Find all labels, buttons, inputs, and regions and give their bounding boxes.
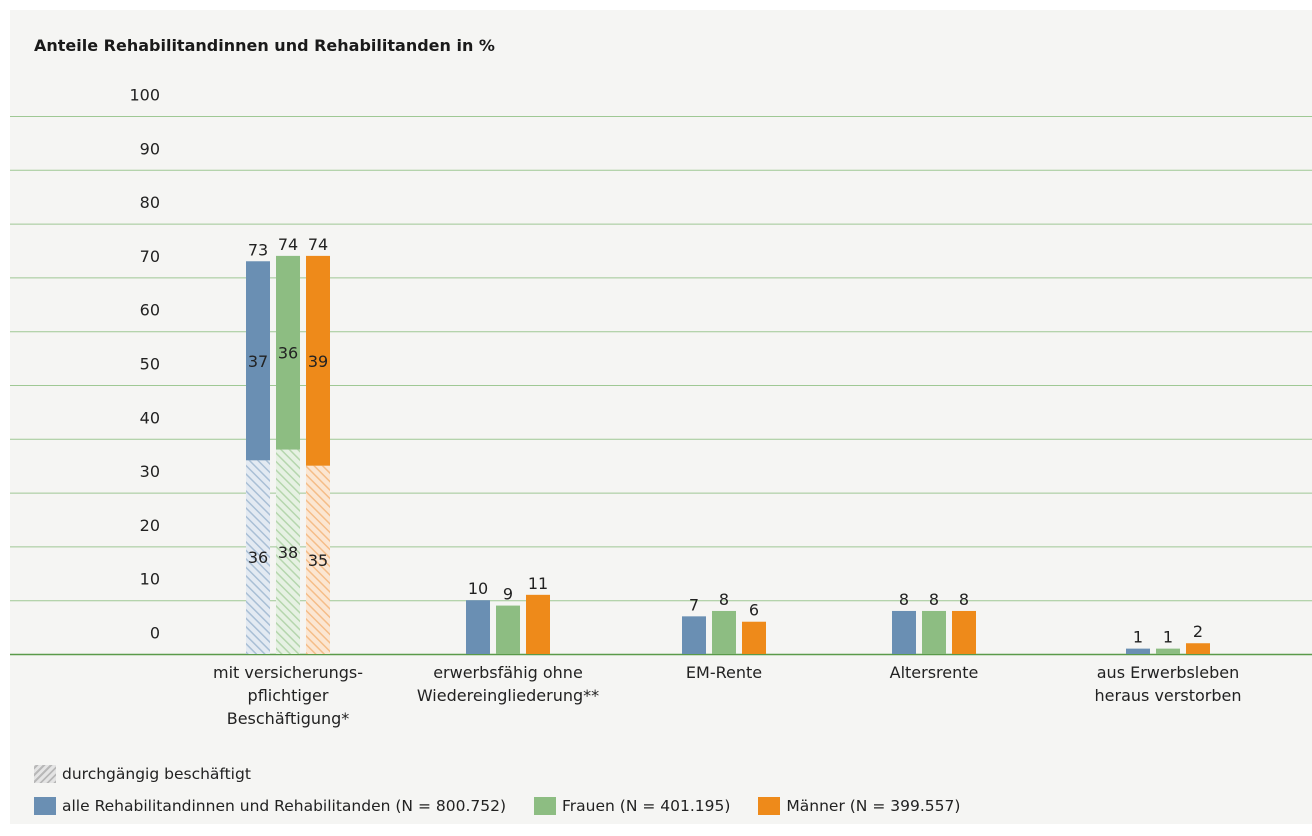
legend-swatch-hatched bbox=[34, 765, 56, 783]
bar-1-1 bbox=[496, 605, 520, 654]
legend-hatched: durchgängig beschäftigt bbox=[34, 765, 251, 783]
legend-label-hatched: durchgängig beschäftigt bbox=[62, 765, 251, 783]
chart-title: Anteile Rehabilitandinnen und Rehabilita… bbox=[34, 36, 495, 55]
bar-hatched-0 bbox=[246, 460, 270, 654]
bar-solid-0 bbox=[246, 261, 270, 461]
y-tick-label: 10 bbox=[140, 570, 160, 589]
legend-label-alle: alle Rehabilitandinnen und Rehabilitande… bbox=[62, 797, 506, 815]
y-tick-label: 60 bbox=[140, 301, 160, 320]
legend-swatch-maenner bbox=[758, 797, 781, 815]
data-label: 7 bbox=[689, 595, 699, 614]
y-tick-label: 80 bbox=[140, 193, 160, 212]
segment-label-lower: 36 bbox=[248, 548, 268, 567]
category-label: pflichtiger bbox=[248, 686, 329, 705]
data-label: 8 bbox=[929, 590, 939, 609]
bar-2-2 bbox=[742, 621, 766, 654]
data-label: 74 bbox=[308, 235, 328, 254]
bar-2-3 bbox=[952, 610, 976, 654]
y-tick-label: 0 bbox=[150, 624, 160, 643]
legend-swatch-frauen bbox=[534, 797, 556, 815]
bar-1-4 bbox=[1156, 648, 1180, 654]
bar-solid-1 bbox=[276, 255, 300, 450]
legend-series: alle Rehabilitandinnen und Rehabilitande… bbox=[34, 797, 960, 815]
category-label: EM-Rente bbox=[686, 663, 762, 682]
y-tick-label: 40 bbox=[140, 408, 160, 427]
y-tick-label: 50 bbox=[140, 355, 160, 374]
y-tick-label: 30 bbox=[140, 462, 160, 481]
chart-panel bbox=[10, 10, 1312, 824]
category-label: Beschäftigung* bbox=[227, 709, 350, 728]
bar-0-4 bbox=[1126, 648, 1150, 654]
data-label: 8 bbox=[719, 590, 729, 609]
category-label: aus Erwerbsleben bbox=[1097, 663, 1239, 682]
y-tick-label: 20 bbox=[140, 516, 160, 535]
y-tick-label: 100 bbox=[129, 86, 160, 105]
category-label: Altersrente bbox=[890, 663, 979, 682]
bar-2-1 bbox=[526, 594, 550, 654]
legend-swatch-alle bbox=[34, 797, 56, 815]
data-label: 1 bbox=[1163, 628, 1173, 647]
data-label: 9 bbox=[503, 585, 513, 604]
bar-0-1 bbox=[466, 600, 490, 654]
bar-solid-2 bbox=[306, 255, 330, 466]
category-label: heraus verstorben bbox=[1095, 686, 1242, 705]
data-label: 2 bbox=[1193, 622, 1203, 641]
legend-label-maenner: Männer (N = 399.557) bbox=[786, 797, 961, 815]
bar-0-3 bbox=[892, 610, 916, 654]
bar-1-3 bbox=[922, 610, 946, 654]
data-label: 10 bbox=[468, 579, 488, 598]
bar-0-2 bbox=[682, 616, 706, 654]
bar-hatched-2 bbox=[306, 465, 330, 654]
segment-label-upper: 39 bbox=[308, 352, 328, 371]
segment-label-lower: 35 bbox=[308, 551, 328, 570]
y-tick-label: 90 bbox=[140, 139, 160, 158]
segment-label-lower: 38 bbox=[278, 543, 298, 562]
segment-label-upper: 37 bbox=[248, 352, 268, 371]
data-label: 8 bbox=[959, 590, 969, 609]
data-label: 1 bbox=[1133, 628, 1143, 647]
data-label: 6 bbox=[749, 601, 759, 620]
bar-2-4 bbox=[1186, 643, 1210, 654]
category-label: erwerbsfähig ohne bbox=[433, 663, 583, 682]
data-label: 74 bbox=[278, 235, 298, 254]
bar-1-2 bbox=[712, 610, 736, 654]
segment-label-upper: 36 bbox=[278, 344, 298, 363]
data-label: 11 bbox=[528, 574, 548, 593]
data-label: 73 bbox=[248, 240, 268, 259]
legend-label-frauen: Frauen (N = 401.195) bbox=[562, 797, 731, 815]
y-tick-label: 70 bbox=[140, 247, 160, 266]
data-label: 8 bbox=[899, 590, 909, 609]
bar-hatched-1 bbox=[276, 449, 300, 654]
category-label: mit versicherungs- bbox=[213, 663, 363, 682]
category-label: Wiedereingliederung** bbox=[417, 686, 599, 705]
